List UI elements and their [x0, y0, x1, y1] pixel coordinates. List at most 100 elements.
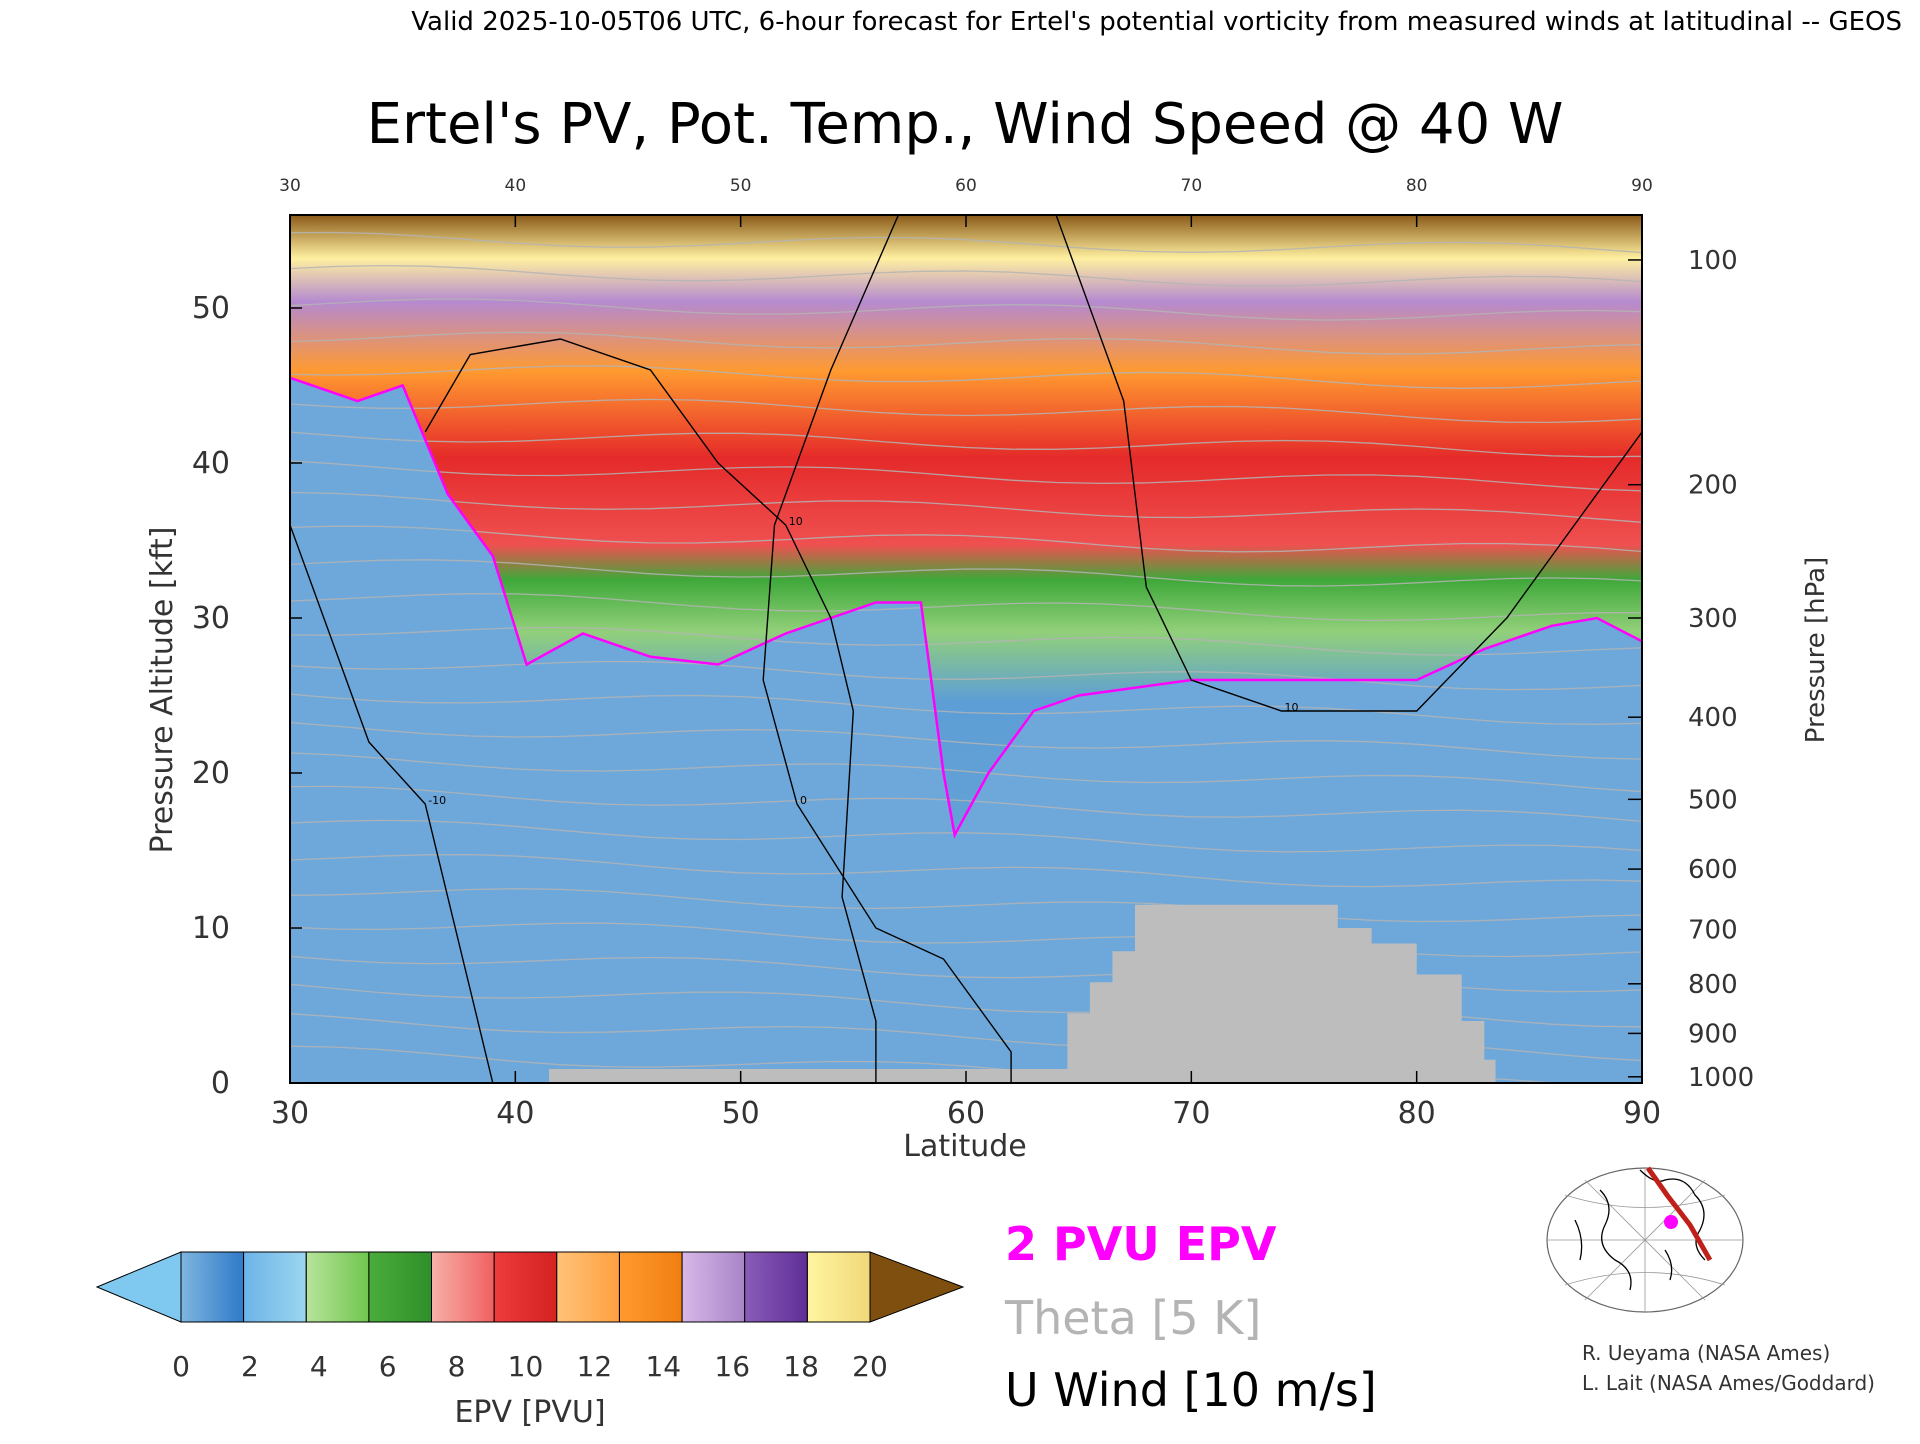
pressure-tick-label: 1000: [1688, 1063, 1754, 1093]
theta-contour: [290, 431, 1642, 458]
colorbar-segment: [681, 1251, 746, 1323]
x-tick-label: 50: [722, 1096, 760, 1131]
x-tick-label-top: 50: [730, 176, 752, 196]
wind-contour: [1055, 215, 1642, 712]
pressure-tick-label: 300: [1688, 604, 1738, 634]
theta-contour: [290, 365, 1642, 389]
theta-contour: [290, 559, 1642, 587]
colorbar-tick-label: 12: [577, 1350, 613, 1383]
terrain-mask: [549, 904, 1496, 1083]
theta-contour: [290, 819, 1642, 853]
credit-line-1: R. Ueyama (NASA Ames): [1582, 1341, 1830, 1365]
theta-contour: [290, 264, 1642, 287]
colorbar-segment: [243, 1251, 307, 1323]
colorbar-segment: [305, 1251, 370, 1323]
y-tick-label: 20: [192, 756, 230, 791]
map-coastlines: [1574, 1169, 1706, 1291]
tropopause-line: [290, 376, 1642, 839]
colorbar-tick-label: 0: [172, 1350, 190, 1383]
colorbar-segment: [806, 1251, 871, 1323]
theta-contours: [290, 231, 1642, 1083]
legend-epv: 2 PVU EPV: [1005, 1217, 1277, 1271]
theta-contour: [290, 888, 1642, 923]
map-graticule: [1547, 1168, 1743, 1312]
y-tick-label: 50: [192, 291, 230, 326]
page-header: Valid 2025-10-05T06 UTC, 6-hour forecast…: [411, 7, 1902, 37]
wind-contour: [424, 338, 877, 1083]
colorbar-label: EPV [PVU]: [454, 1395, 605, 1430]
theta-contour: [290, 298, 1642, 321]
colorbar-tick-label: 8: [448, 1350, 466, 1383]
theta-contour: [290, 721, 1642, 760]
pressure-tick-label: 900: [1688, 1019, 1738, 1049]
x-tick-label: 70: [1172, 1096, 1210, 1131]
legend-theta: Theta [5 K]: [1004, 1291, 1261, 1345]
wind-contour: [290, 524, 494, 1083]
colorbar-tick-label: 16: [714, 1350, 750, 1383]
theta-contour: [290, 491, 1642, 523]
x-tick-label-top: 70: [1181, 176, 1203, 196]
theta-contour: [290, 231, 1642, 254]
plot-axes: 3030404050506060707080809090010203040501…: [192, 176, 1754, 1131]
colorbar-over-arrow: [869, 1251, 965, 1323]
theta-contour: [290, 593, 1642, 622]
y-axis-label-left: Pressure Altitude [kft]: [145, 527, 180, 854]
y-tick-label: 10: [192, 911, 230, 946]
x-tick-label-top: 30: [279, 176, 301, 196]
legend-uwind: U Wind [10 m/s]: [1005, 1363, 1377, 1417]
y-tick-label: 40: [192, 446, 230, 481]
theta-contour: [290, 398, 1642, 424]
credit-line-2: L. Lait (NASA Ames/Goddard): [1582, 1371, 1875, 1395]
colorbar-segment: [431, 1251, 495, 1323]
x-tick-label: 90: [1623, 1096, 1661, 1131]
y-tick-label: 0: [211, 1066, 230, 1101]
u-wind-contours: 10 0 10 -10: [290, 215, 1642, 1083]
colorbar-tick-label: 18: [783, 1350, 819, 1383]
chart-title: Ertel's PV, Pot. Temp., Wind Speed @ 40 …: [367, 92, 1564, 157]
pressure-tick-label: 100: [1688, 246, 1738, 276]
theta-contour: [290, 752, 1642, 793]
wind-contour-label: -10: [428, 794, 446, 807]
pressure-tick-label: 600: [1688, 855, 1738, 885]
pressure-tick-label: 400: [1688, 703, 1738, 733]
colorbar-tick-label: 10: [508, 1350, 544, 1383]
y-axis-label-right: Pressure [hPa]: [1801, 557, 1831, 744]
x-tick-label: 40: [496, 1096, 534, 1131]
colorbar-tick-label: 6: [379, 1350, 397, 1383]
theta-contour: [290, 693, 1642, 725]
colorbar-segment: [368, 1251, 432, 1323]
x-tick-label: 80: [1398, 1096, 1436, 1131]
wind-contour-label: 0: [800, 794, 807, 807]
theta-contour: [290, 331, 1642, 355]
colorbar-tick-label: 4: [310, 1350, 328, 1383]
colorbar: 0 2 4 6 8 10 12 14 16 18 20: [95, 1251, 965, 1383]
colorbar-segment: [556, 1251, 620, 1323]
x-tick-label-top: 60: [955, 176, 977, 196]
colorbar-segment: [744, 1251, 808, 1323]
theta-contour: [290, 785, 1642, 823]
x-tick-label: 30: [271, 1096, 309, 1131]
x-axis-label: Latitude: [903, 1129, 1026, 1164]
x-tick-label-top: 40: [505, 176, 527, 196]
x-tick-label-top: 90: [1631, 176, 1653, 196]
colorbar-tick-label: 20: [852, 1350, 888, 1383]
colorbar-segment: [493, 1251, 558, 1323]
tropopause-2pvu-line: [290, 376, 1642, 839]
theta-contour: [290, 525, 1642, 553]
pressure-tick-label: 200: [1688, 471, 1738, 501]
plot-background: [290, 215, 1642, 1083]
colorbar-segment: [619, 1251, 683, 1323]
section-track: [1645, 1166, 1713, 1262]
pressure-tick-label: 700: [1688, 916, 1738, 946]
location-map: [1545, 1150, 1745, 1313]
wind-contour-label: 10: [789, 515, 803, 528]
colorbar-tick-label: 2: [241, 1350, 259, 1383]
x-tick-label-top: 80: [1406, 176, 1428, 196]
wind-contour: [762, 215, 1012, 1083]
terrain-polygon: [549, 904, 1496, 1083]
theta-contour: [290, 660, 1642, 691]
theta-contour: [290, 853, 1642, 888]
colorbar-tick-label: 14: [645, 1350, 681, 1383]
section-midpoint-marker: [1664, 1215, 1678, 1229]
